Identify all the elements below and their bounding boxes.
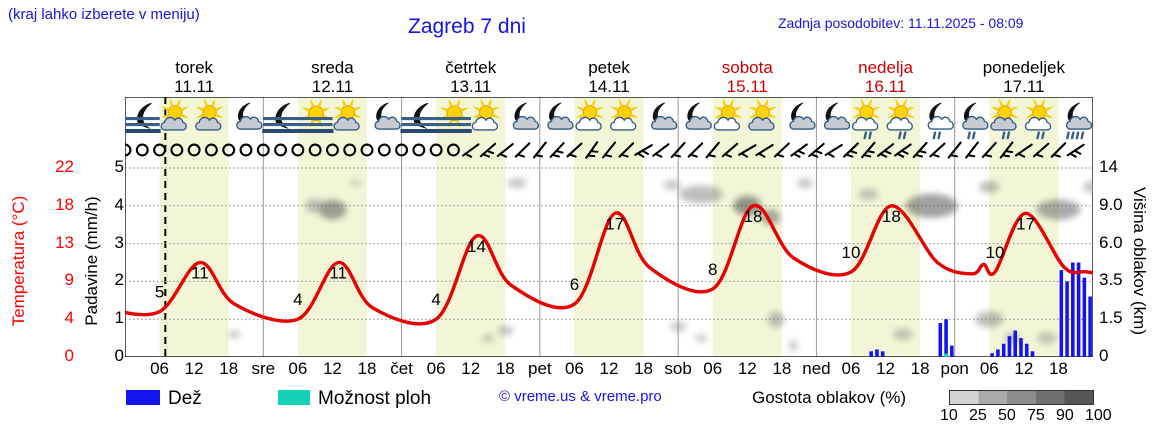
svg-text:8: 8: [708, 260, 717, 279]
svg-text:11: 11: [191, 264, 209, 283]
svg-text:18: 18: [882, 207, 901, 226]
svg-text:18: 18: [744, 207, 763, 226]
svg-text:4: 4: [431, 290, 440, 309]
svg-text:11: 11: [329, 264, 347, 283]
svg-text:5: 5: [155, 283, 164, 302]
svg-text:17: 17: [605, 214, 624, 233]
svg-text:14: 14: [467, 237, 486, 256]
svg-text:4: 4: [293, 290, 302, 309]
svg-text:10: 10: [986, 243, 1005, 262]
svg-text:6: 6: [570, 275, 579, 294]
svg-text:10: 10: [842, 243, 861, 262]
svg-text:17: 17: [1016, 214, 1035, 233]
